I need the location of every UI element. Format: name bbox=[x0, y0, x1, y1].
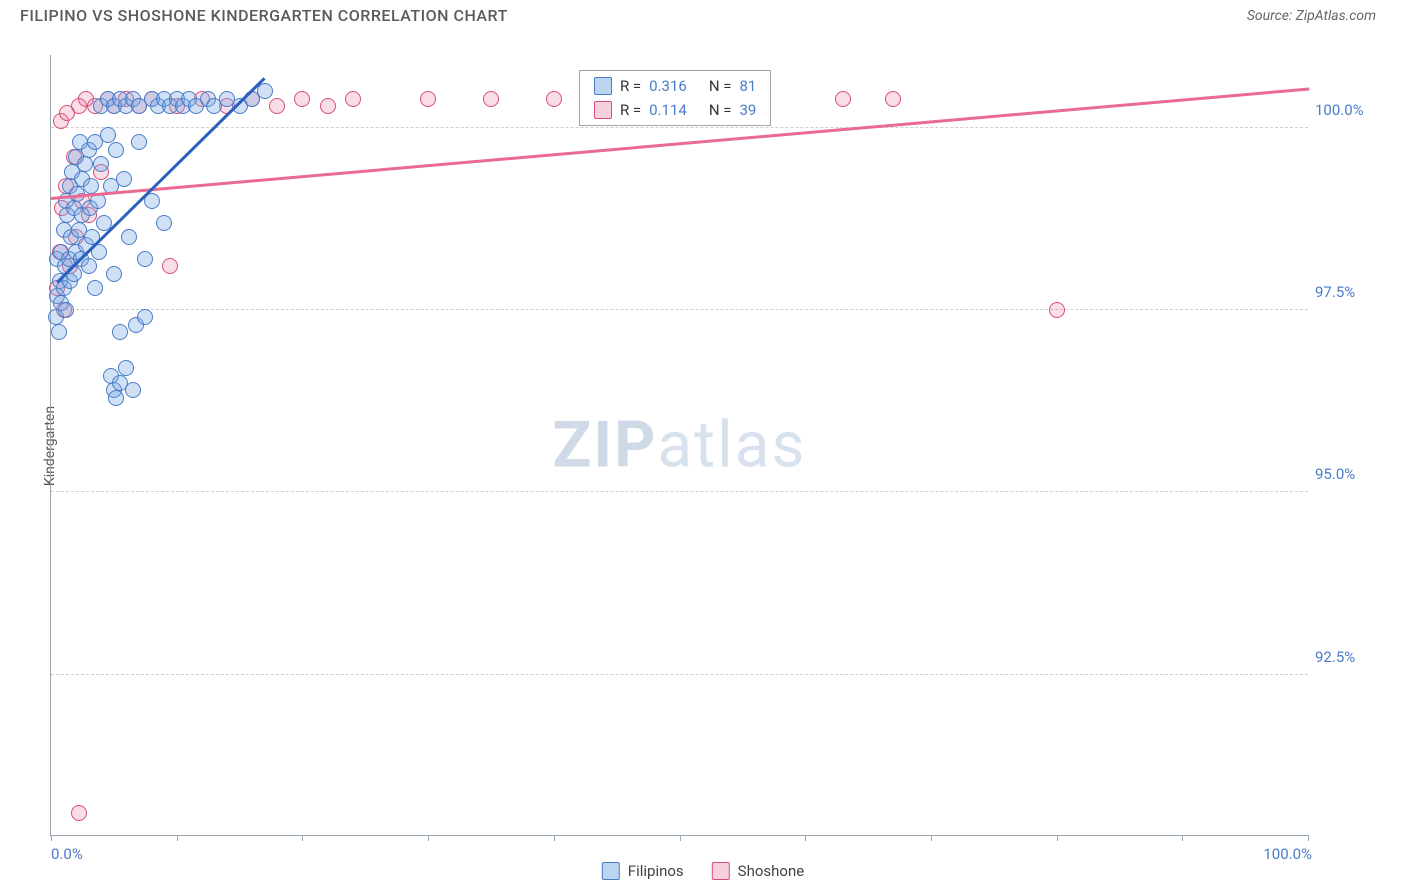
x-tick-label: 100.0% bbox=[1263, 845, 1312, 863]
y-tick-label: 95.0% bbox=[1315, 465, 1400, 483]
data-point-blue bbox=[81, 258, 97, 274]
chart-header: FILIPINO VS SHOSHONE KINDERGARTEN CORREL… bbox=[0, 0, 1406, 31]
swatch-pink-icon bbox=[712, 862, 730, 880]
data-point-pink bbox=[885, 91, 901, 107]
x-tick-label: 0.0% bbox=[51, 845, 83, 863]
swatch-blue-icon bbox=[602, 862, 620, 880]
data-point-blue bbox=[112, 324, 128, 340]
data-point-blue bbox=[100, 127, 116, 143]
stats-legend-row: R =0.316N =81 bbox=[594, 77, 756, 95]
x-tick bbox=[428, 835, 429, 841]
y-tick-label: 100.0% bbox=[1315, 101, 1400, 119]
bottom-legend: Filipinos Shoshone bbox=[602, 862, 804, 880]
data-point-blue bbox=[106, 266, 122, 282]
gridline-horizontal bbox=[51, 491, 1308, 492]
gridline-horizontal bbox=[51, 309, 1308, 310]
x-tick bbox=[1182, 835, 1183, 841]
x-tick bbox=[554, 835, 555, 841]
x-tick bbox=[1057, 835, 1058, 841]
chart-title: FILIPINO VS SHOSHONE KINDERGARTEN CORREL… bbox=[20, 6, 508, 25]
data-point-blue bbox=[116, 171, 132, 187]
data-point-pink bbox=[294, 91, 310, 107]
data-point-pink bbox=[59, 105, 75, 121]
data-point-pink bbox=[345, 91, 361, 107]
x-tick bbox=[177, 835, 178, 841]
plot-area: ZIPatlas 92.5%95.0%97.5%100.0%0.0%100.0%… bbox=[50, 55, 1308, 836]
data-point-blue bbox=[121, 229, 137, 245]
stats-legend-box: R =0.316N =81 R =0.114N =39 bbox=[579, 70, 771, 126]
source-attribution: Source: ZipAtlas.com bbox=[1247, 8, 1376, 24]
data-point-blue bbox=[93, 156, 109, 172]
stats-legend-row: R =0.114N =39 bbox=[594, 101, 756, 119]
data-point-blue bbox=[58, 302, 74, 318]
data-point-pink bbox=[546, 91, 562, 107]
data-point-pink bbox=[71, 805, 87, 821]
x-tick bbox=[1308, 835, 1309, 841]
data-point-pink bbox=[1049, 302, 1065, 318]
x-tick bbox=[51, 835, 52, 841]
data-point-pink bbox=[483, 91, 499, 107]
swatch-blue-icon bbox=[594, 77, 612, 95]
y-tick-label: 92.5% bbox=[1315, 648, 1400, 666]
data-point-blue bbox=[51, 324, 67, 340]
data-point-blue bbox=[118, 360, 134, 376]
legend-item-shoshone: Shoshone bbox=[712, 862, 805, 880]
data-point-blue bbox=[257, 83, 273, 99]
x-tick bbox=[302, 835, 303, 841]
x-tick bbox=[680, 835, 681, 841]
data-point-blue bbox=[137, 309, 153, 325]
data-point-blue bbox=[108, 390, 124, 406]
gridline-horizontal bbox=[51, 674, 1308, 675]
swatch-pink-icon bbox=[594, 101, 612, 119]
x-tick bbox=[931, 835, 932, 841]
data-point-pink bbox=[269, 98, 285, 114]
data-point-blue bbox=[108, 142, 124, 158]
data-point-blue bbox=[77, 156, 93, 172]
data-point-pink bbox=[162, 258, 178, 274]
data-point-blue bbox=[87, 280, 103, 296]
data-point-blue bbox=[131, 134, 147, 150]
data-point-blue bbox=[137, 251, 153, 267]
watermark: ZIPatlas bbox=[553, 408, 807, 483]
data-point-pink bbox=[420, 91, 436, 107]
x-tick bbox=[805, 835, 806, 841]
data-point-pink bbox=[835, 91, 851, 107]
gridline-horizontal bbox=[51, 127, 1308, 128]
data-point-blue bbox=[112, 375, 128, 391]
data-point-pink bbox=[320, 98, 336, 114]
y-tick-label: 97.5% bbox=[1315, 283, 1400, 301]
data-point-blue bbox=[156, 215, 172, 231]
legend-item-filipinos: Filipinos bbox=[602, 862, 684, 880]
